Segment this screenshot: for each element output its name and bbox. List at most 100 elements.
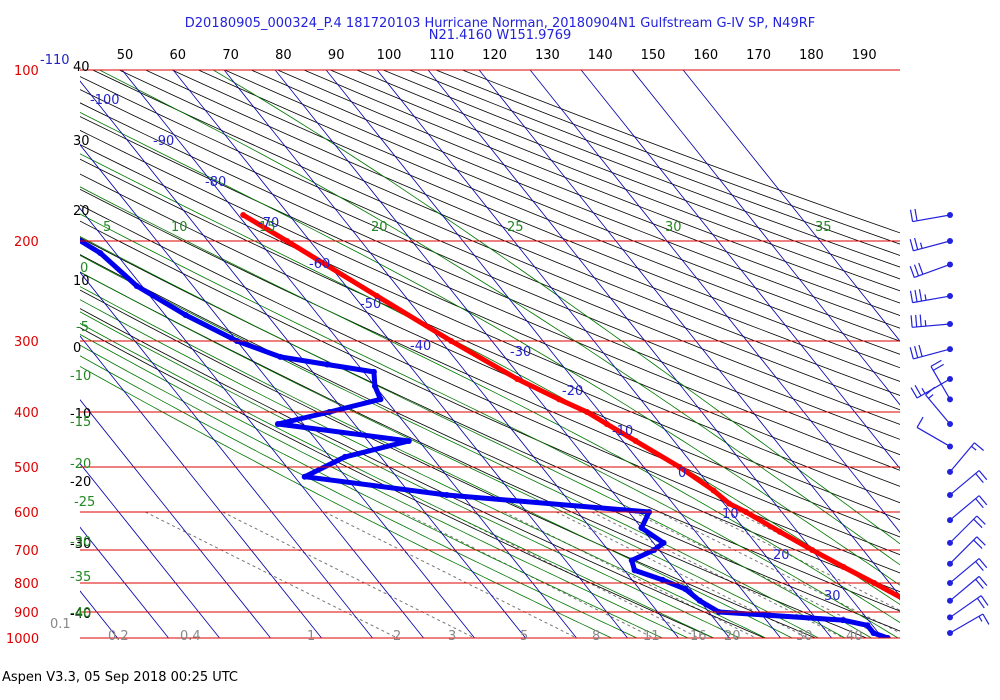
dewpoint-point <box>631 567 638 574</box>
temperature-point <box>710 487 717 494</box>
mixing-ratio-line <box>446 511 701 638</box>
dry-adiabat <box>251 70 900 329</box>
isotherm <box>80 462 221 638</box>
dewpoint-point <box>660 539 667 546</box>
isotherm <box>80 271 374 638</box>
mixing-ratio-line <box>633 511 887 638</box>
dry-adiabat <box>80 158 900 521</box>
height-label: 10 <box>73 274 90 289</box>
dry-adiabat <box>80 254 900 632</box>
moist-adiabat <box>99 70 900 566</box>
isotherm-label: 30 <box>824 589 841 604</box>
wind-barb <box>909 261 953 279</box>
pressure-label: 600 <box>14 506 39 521</box>
wind-barb <box>916 416 953 450</box>
isotherm-label: 20 <box>773 548 790 563</box>
mixing-ratio-label: 16 <box>690 629 707 644</box>
mixing-ratio-line <box>556 511 810 638</box>
theta-e-label: 5 <box>103 220 111 235</box>
wind-barb <box>909 237 953 252</box>
mixing-ratio-line <box>658 511 900 634</box>
mixing-ratio-label: 0.2 <box>108 629 129 644</box>
isotherm <box>121 70 578 638</box>
wind-barb <box>947 558 988 586</box>
wind-barb <box>947 595 989 621</box>
isotherm <box>80 526 170 638</box>
dewpoint-point <box>324 361 331 368</box>
dry-adiabat <box>435 70 900 245</box>
moist-adiabat <box>80 254 846 638</box>
dry-adiabat <box>383 70 900 268</box>
top-scale-label: 190 <box>852 48 877 63</box>
dewpoint-profile <box>80 237 891 638</box>
top-scale-label: 140 <box>588 48 613 63</box>
dewpoint-point <box>443 492 450 498</box>
temperature-point <box>840 564 847 570</box>
mixing-ratio-label: 5 <box>520 629 528 644</box>
top-scale-label: 50 <box>117 48 134 63</box>
dry-adiabat <box>80 237 900 612</box>
height-label: -20 <box>70 475 91 490</box>
dry-adiabat <box>80 89 900 440</box>
moist-adiabat <box>80 344 664 638</box>
mixing-ratio-label: 20 <box>724 629 741 644</box>
wind-barb <box>947 536 986 567</box>
theta-e-label: 20 <box>371 220 388 235</box>
dry-adiabat <box>80 327 715 638</box>
temperature-profile <box>240 212 900 600</box>
theta-e-label: 15 <box>259 220 276 235</box>
dewpoint-point <box>682 586 689 592</box>
dewpoint-point <box>696 597 703 604</box>
temperature-point <box>926 622 932 628</box>
temperature-point <box>556 396 562 403</box>
isotherm-label: 0 <box>678 466 686 481</box>
height-label: 40 <box>73 60 90 75</box>
mixing-ratio-label: 11 <box>643 629 660 644</box>
dry-adiabat <box>80 308 766 638</box>
isotherm <box>325 70 782 638</box>
isotherm <box>376 70 833 638</box>
pressure-label: 1000 <box>6 632 39 647</box>
temperature-point <box>776 528 783 535</box>
dewpoint-point <box>884 635 891 638</box>
moist-adiabat <box>80 355 638 638</box>
dewpoint-point <box>371 383 378 389</box>
moist-adiabat-label: -20 <box>70 457 91 472</box>
pressure-label: 100 <box>14 64 39 79</box>
theta-e-label: 35 <box>815 220 832 235</box>
wind-barb <box>925 386 953 428</box>
dewpoint-point <box>628 557 635 564</box>
dewpoint-point <box>405 438 412 444</box>
mixing-ratio-label: 3 <box>448 629 456 644</box>
moist-adiabat-label: -10 <box>70 369 91 384</box>
dry-adiabat <box>198 70 900 355</box>
dry-adiabat <box>119 70 900 396</box>
dry-adiabat <box>80 129 900 487</box>
theta-e-label: 10 <box>171 220 188 235</box>
isotherm <box>80 144 476 638</box>
temperature-point <box>910 604 916 610</box>
isotherm <box>80 207 425 638</box>
dry-adiabat <box>80 76 900 425</box>
dewpoint-point <box>97 250 104 256</box>
dewpoint-point <box>133 283 140 289</box>
moist-adiabat-label: -35 <box>70 570 91 585</box>
moist-adiabat-label: -15 <box>70 415 91 430</box>
moist-adiabat <box>80 213 899 638</box>
top-scale-label: 90 <box>328 48 345 63</box>
height-label: -30 <box>70 537 91 552</box>
temperature-point <box>373 293 380 299</box>
isotherm-label: -70 <box>258 216 279 231</box>
dewpoint-point <box>67 232 73 238</box>
height-label: -10 <box>70 407 91 422</box>
isotherm-label: -90 <box>153 134 174 149</box>
dewpoint-point <box>342 453 348 460</box>
isotherm <box>580 70 900 470</box>
temperature-point <box>240 212 247 218</box>
top-scale-label: 70 <box>222 48 239 63</box>
top-scale-label: 80 <box>275 48 292 63</box>
dry-adiabat <box>80 102 900 456</box>
isotherm-label: -80 <box>205 175 226 190</box>
isotherm-label: -10 <box>612 424 633 439</box>
moist-adiabat-label: -25 <box>74 495 95 510</box>
